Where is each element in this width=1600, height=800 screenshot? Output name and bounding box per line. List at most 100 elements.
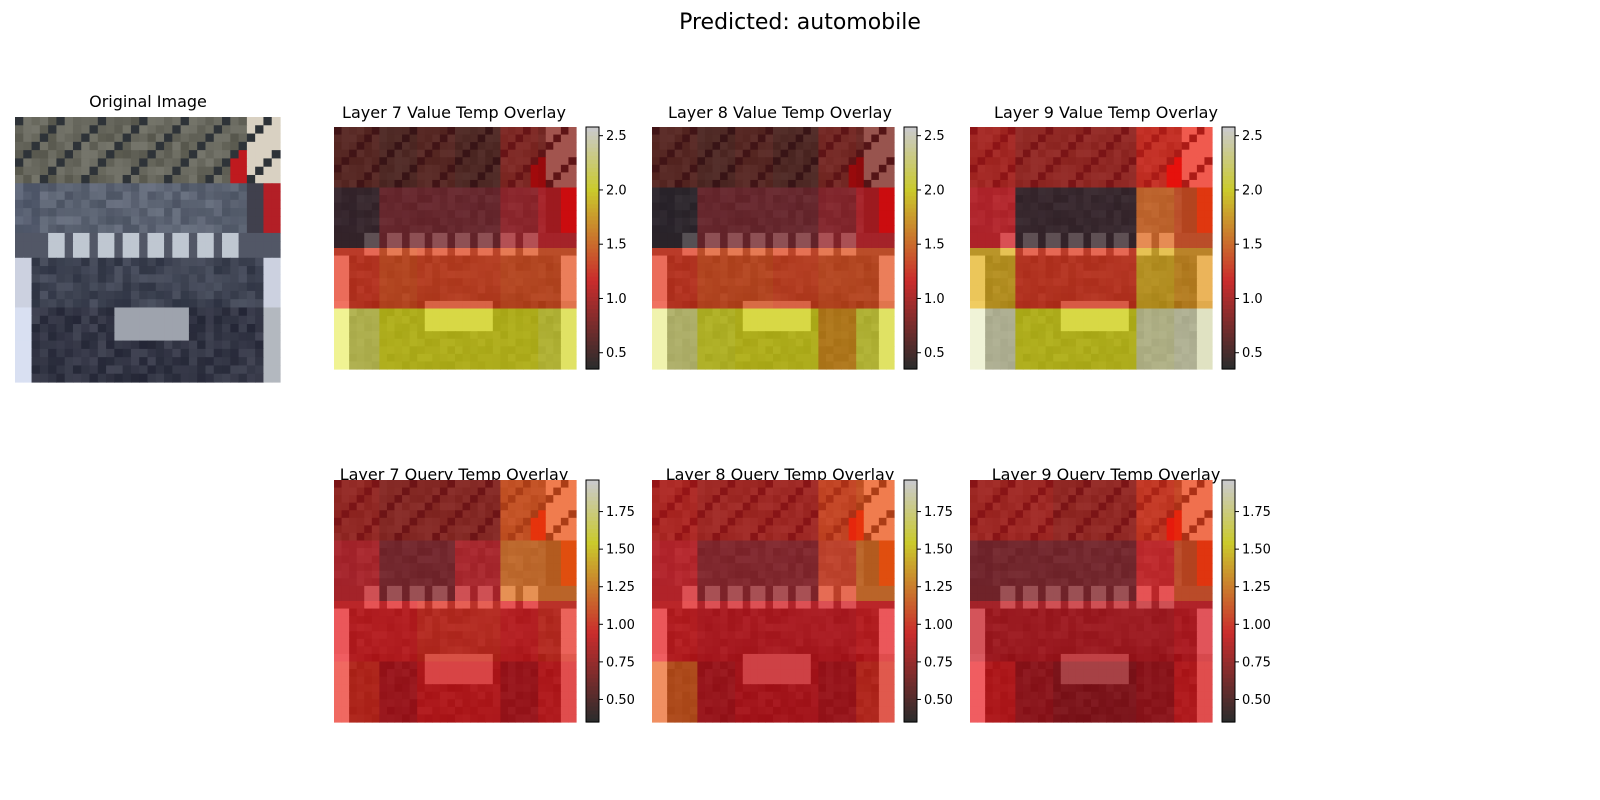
pixel: [863, 195, 872, 204]
pixel: [780, 210, 789, 219]
pixel: [122, 249, 132, 259]
pixel: [1030, 331, 1039, 340]
pixel: [1189, 202, 1198, 211]
pixel: [89, 282, 99, 292]
pixel: [500, 608, 509, 617]
pixel: [652, 323, 661, 332]
pixel: [371, 532, 380, 542]
pixel: [349, 134, 358, 143]
pixel: [462, 187, 471, 196]
pixel: [155, 141, 165, 151]
pixel: [39, 232, 49, 242]
pixel: [230, 216, 240, 226]
pixel: [803, 240, 812, 249]
pixel: [560, 149, 570, 158]
pixel: [568, 308, 577, 317]
pixel: [89, 332, 99, 342]
pixel: [172, 133, 182, 143]
pixel: [1166, 179, 1175, 189]
pixel: [56, 365, 66, 375]
pixel: [682, 210, 691, 219]
colorbar-segment: [1222, 199, 1235, 205]
pixel: [379, 316, 388, 325]
pixel: [1151, 157, 1160, 166]
pixel: [1075, 134, 1085, 143]
pixel: [530, 263, 539, 272]
pixel: [48, 133, 58, 143]
pixel: [230, 324, 240, 333]
pixel: [523, 616, 532, 625]
pixel: [674, 225, 683, 234]
pixel: [1015, 232, 1024, 242]
pixel: [659, 285, 668, 294]
pixel: [97, 365, 107, 375]
pixel: [213, 257, 223, 267]
pixel: [1166, 195, 1175, 204]
pixel: [356, 608, 365, 617]
pixel: [188, 348, 198, 358]
pixel: [106, 249, 115, 259]
colorbar-segment: [586, 312, 599, 318]
pixel: [364, 540, 373, 549]
pixel: [727, 353, 736, 363]
pixel: [23, 274, 33, 284]
pixel: [122, 307, 132, 317]
colorbar-tick-label: 0.5: [924, 346, 945, 361]
pixel: [735, 361, 744, 370]
pixel: [742, 164, 751, 173]
pixel: [417, 210, 426, 219]
pixel: [704, 225, 714, 234]
pixel: [825, 149, 835, 158]
pixel: [985, 172, 994, 181]
pixel: [818, 331, 827, 340]
pixel: [1204, 255, 1213, 264]
pixel: [523, 263, 532, 272]
pixel: [1022, 285, 1032, 294]
pixel: [477, 300, 486, 310]
pixel: [349, 608, 358, 617]
pixel: [1204, 149, 1213, 158]
pixel: [1196, 255, 1206, 264]
pixel: [470, 548, 479, 557]
pixel: [652, 187, 661, 196]
pixel: [1083, 338, 1092, 347]
pixel: [1196, 293, 1206, 302]
pixel: [470, 316, 479, 325]
pixel: [31, 224, 41, 234]
pixel: [477, 179, 486, 189]
pixel: [1159, 164, 1168, 173]
pixel: [222, 125, 231, 135]
pixel: [1053, 149, 1062, 158]
pixel: [1022, 157, 1032, 166]
pixel: [788, 293, 797, 302]
pixel: [788, 195, 797, 204]
pixel: [341, 195, 350, 204]
pixel: [780, 157, 789, 166]
colorbar-segment: [904, 364, 917, 370]
pixel: [825, 157, 835, 166]
pixel: [439, 338, 449, 347]
pixel: [139, 141, 149, 151]
pixel: [172, 307, 182, 317]
pixel: [515, 195, 524, 204]
pixel: [477, 540, 486, 549]
pixel: [689, 142, 698, 151]
colorbar-segment: [586, 187, 599, 193]
pixel: [485, 316, 494, 325]
pixel: [356, 540, 365, 549]
pixel: [538, 548, 547, 557]
pixel: [64, 249, 74, 259]
pixel: [856, 240, 865, 249]
pixel: [1196, 149, 1206, 158]
pixel: [538, 127, 547, 136]
pixel: [371, 608, 380, 617]
pixel: [394, 172, 403, 181]
pixel: [1075, 210, 1085, 219]
pixel: [106, 307, 115, 317]
pixel: [139, 150, 149, 160]
pixel: [455, 134, 464, 143]
pixel: [652, 316, 661, 325]
pixel: [455, 502, 464, 511]
pixel: [742, 172, 751, 181]
pixel: [818, 210, 827, 219]
